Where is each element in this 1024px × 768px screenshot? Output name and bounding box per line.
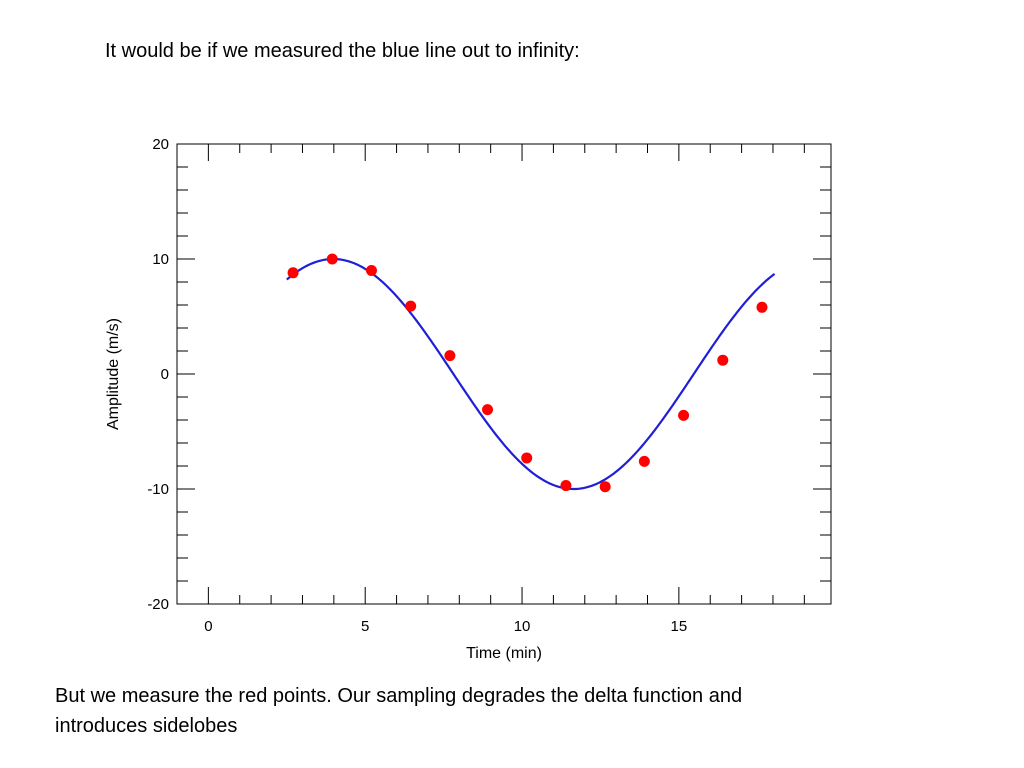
sample-point [405, 300, 417, 312]
y-tick-label: 20 [152, 136, 169, 153]
sample-point [326, 253, 338, 265]
axis-ticks [176, 143, 831, 605]
y-tick-label: -10 [147, 481, 169, 498]
series-points-red [287, 253, 768, 493]
sample-point [717, 354, 729, 366]
sample-point [756, 301, 768, 313]
sample-point [678, 409, 690, 421]
x-axis-label: Time (min) [466, 645, 542, 662]
slide-caption: But we measure the red points. Our sampl… [55, 681, 995, 741]
sample-point [444, 350, 456, 362]
y-tick-label: 0 [161, 366, 169, 383]
sample-point [365, 265, 377, 276]
plot-frame [176, 143, 832, 605]
sample-point [287, 267, 299, 279]
sample-point [482, 404, 494, 416]
x-tick-label: 5 [361, 618, 369, 635]
x-tick-label: 0 [204, 618, 212, 635]
y-axis-label: Amplitude (m/s) [105, 318, 122, 430]
y-tick-labels: -20 -10 0 10 20 [147, 136, 169, 613]
y-tick-label: -20 [147, 596, 169, 613]
slide-title: It would be if we measured the blue line… [105, 40, 580, 62]
x-tick-label: 15 [671, 618, 688, 635]
x-tick-label: 10 [514, 618, 531, 635]
sample-point [560, 480, 572, 492]
sample-point [599, 481, 611, 493]
caption-line-2: introduces sidelobes [55, 715, 238, 737]
caption-line-1: But we measure the red points. Our sampl… [55, 685, 743, 707]
x-tick-labels: 0 5 10 15 [204, 618, 687, 635]
sample-point [521, 452, 533, 464]
sample-point [638, 455, 650, 467]
y-tick-label: 10 [152, 251, 169, 268]
